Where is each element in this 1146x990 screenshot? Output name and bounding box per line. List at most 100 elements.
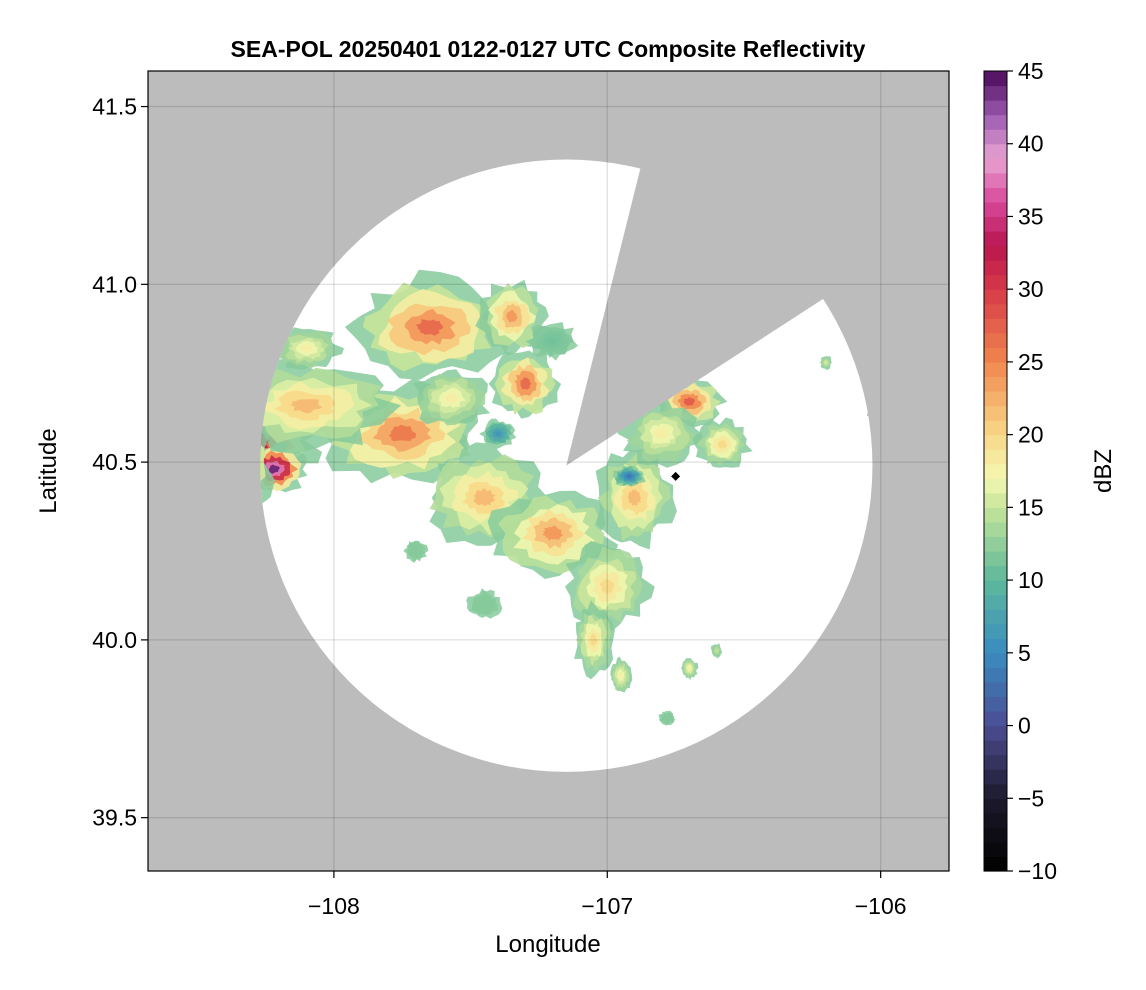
colorbar-band xyxy=(984,740,1007,756)
colorbar-band xyxy=(984,580,1007,596)
colorbar-band xyxy=(984,827,1007,843)
y-tick-label: 40.5 xyxy=(92,449,137,475)
colorbar-tick-label: 40 xyxy=(1018,131,1044,157)
colorbar-bands xyxy=(984,71,1007,872)
colorbar-band xyxy=(984,696,1007,712)
colorbar-label: dBZ xyxy=(1090,449,1117,493)
colorbar-tick-label: 15 xyxy=(1018,494,1044,520)
x-tick-label: −107 xyxy=(581,893,633,919)
colorbar-band xyxy=(984,681,1007,698)
colorbar-band xyxy=(984,361,1007,378)
reflectivity-field xyxy=(260,269,873,726)
colorbar-band xyxy=(984,652,1007,668)
colorbar-band xyxy=(984,347,1007,363)
colorbar-band xyxy=(984,507,1007,523)
colorbar-band xyxy=(984,391,1007,407)
storm-cell xyxy=(344,269,512,380)
colorbar-band xyxy=(984,812,1007,828)
colorbar-band xyxy=(984,143,1007,159)
colorbar-band xyxy=(984,71,1007,87)
x-axis-label: Longitude xyxy=(495,931,600,958)
storm-cell xyxy=(819,355,832,371)
colorbar-band xyxy=(984,492,1007,508)
colorbar-band xyxy=(984,594,1007,610)
colorbar-band xyxy=(984,332,1007,348)
colorbar-band xyxy=(984,536,1007,552)
storm-cell xyxy=(612,465,646,487)
colorbar-band xyxy=(984,376,1007,392)
colorbar-band xyxy=(984,711,1007,727)
colorbar-band xyxy=(984,521,1007,538)
storm-cell xyxy=(479,418,517,450)
storm-cell xyxy=(475,279,549,356)
storm-cell xyxy=(574,600,615,680)
colorbar-band xyxy=(984,798,1007,814)
colorbar-band xyxy=(984,187,1007,203)
colorbar-band xyxy=(984,449,1007,465)
colorbar: −10 −5 0 5 10 15 20 25 30 35 40 45 dBZ xyxy=(983,58,1117,884)
y-tick-label: 39.5 xyxy=(92,805,137,831)
colorbar-band xyxy=(984,463,1007,479)
colorbar-tick-label: 0 xyxy=(1018,713,1031,739)
colorbar-band xyxy=(984,623,1007,639)
colorbar-band xyxy=(984,841,1007,858)
x-tick-label: −108 xyxy=(308,893,360,919)
colorbar-band xyxy=(984,856,1007,872)
colorbar-band xyxy=(984,289,1007,305)
x-tick-label: −106 xyxy=(855,893,907,919)
colorbar-band xyxy=(984,783,1007,799)
colorbar-tick-label: 45 xyxy=(1018,58,1044,84)
colorbar-band xyxy=(984,725,1007,741)
storm-cell xyxy=(488,350,562,419)
storm-cell xyxy=(681,657,699,681)
storm-cell xyxy=(487,490,619,579)
storm-cell xyxy=(260,358,402,454)
colorbar-frame xyxy=(983,70,1008,872)
colorbar-band xyxy=(984,565,1007,581)
colorbar-band xyxy=(984,667,1007,683)
colorbar-band xyxy=(984,638,1007,654)
colorbar-tick-label: 10 xyxy=(1018,567,1044,593)
y-axis-ticks: 39.5 40.0 40.5 41.0 41.5 xyxy=(92,94,148,831)
colorbar-tick-label: −10 xyxy=(1018,858,1057,884)
colorbar-tick-label: 20 xyxy=(1018,422,1044,448)
colorbar-band xyxy=(984,405,1007,421)
y-tick-label: 41.5 xyxy=(92,94,137,120)
storm-cell xyxy=(610,656,633,693)
colorbar-band xyxy=(984,100,1007,116)
site-marker xyxy=(671,471,681,481)
plot-frame xyxy=(147,70,950,872)
colorbar-band xyxy=(984,158,1007,174)
plot-area xyxy=(148,71,949,871)
colorbar-tick-label: 30 xyxy=(1018,276,1044,302)
colorbar-band xyxy=(984,303,1007,319)
storm-cell xyxy=(403,540,429,563)
colorbar-band xyxy=(984,769,1007,785)
colorbar-band xyxy=(984,85,1007,101)
colorbar-band xyxy=(984,420,1007,436)
storm-cell xyxy=(658,710,676,726)
colorbar-band xyxy=(984,201,1007,218)
colorbar-band xyxy=(984,274,1007,290)
y-axis-label: Latitude xyxy=(35,428,62,513)
chart-title: SEA-POL 20250401 0122-0127 UTC Composite… xyxy=(231,36,866,62)
colorbar-band xyxy=(984,318,1007,334)
colorbar-band xyxy=(984,260,1007,276)
colorbar-ticks: −10 −5 0 5 10 15 20 25 30 35 40 45 xyxy=(1007,58,1057,884)
colorbar-tick-label: 35 xyxy=(1018,203,1044,229)
storm-cell xyxy=(274,327,344,370)
colorbar-band xyxy=(984,434,1007,450)
colorbar-band xyxy=(984,551,1007,567)
colorbar-band xyxy=(984,114,1007,130)
colorbar-tick-label: 25 xyxy=(1018,349,1044,375)
colorbar-band xyxy=(984,216,1007,232)
colorbar-band xyxy=(984,478,1007,494)
colorbar-band xyxy=(984,231,1007,247)
colorbar-band xyxy=(984,609,1007,625)
storm-cell xyxy=(412,369,491,426)
y-tick-label: 40.0 xyxy=(92,627,137,653)
colorbar-tick-label: −5 xyxy=(1018,785,1044,811)
colorbar-band xyxy=(984,129,1007,145)
storm-cell xyxy=(692,417,753,468)
